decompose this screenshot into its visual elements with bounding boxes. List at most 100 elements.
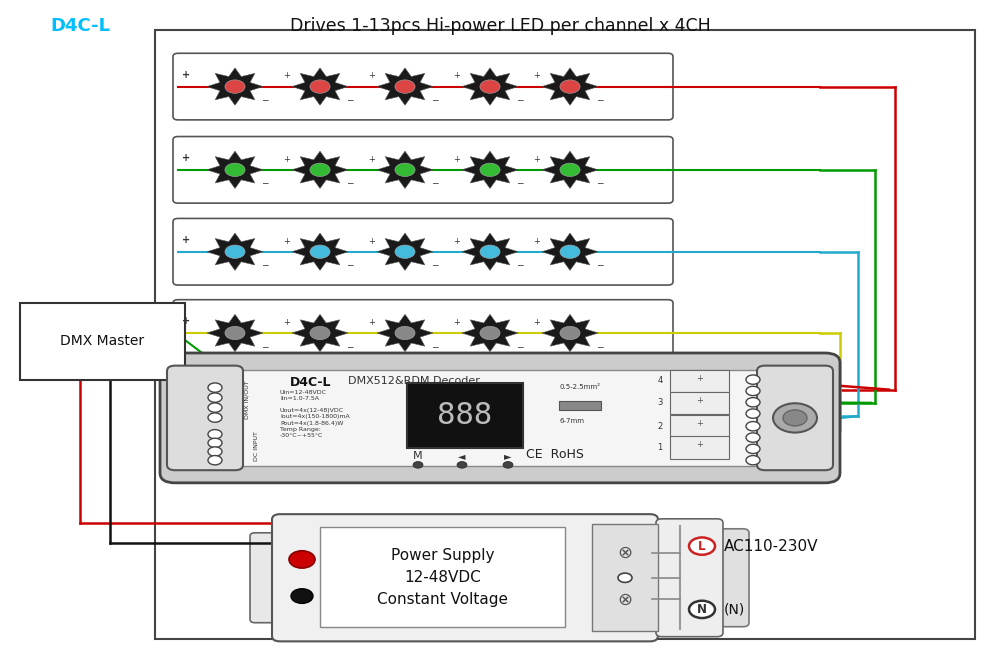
FancyBboxPatch shape [757,366,833,470]
Text: Uin=12-48VDC
Iin=1.0-7.5A

Uout=4x(12-48)VDC
Iout=4x(150-1800)mA
Pout=4x(1.8-86.: Uin=12-48VDC Iin=1.0-7.5A Uout=4x(12-48)… [280,390,350,438]
Circle shape [560,245,580,258]
Text: 0.5-2.5mm²: 0.5-2.5mm² [560,384,601,390]
Text: −: − [516,95,524,105]
Polygon shape [292,233,348,270]
Polygon shape [462,233,518,270]
Circle shape [746,409,760,418]
Text: +: + [534,236,540,246]
Polygon shape [207,314,263,352]
Polygon shape [542,233,598,270]
Circle shape [225,245,245,258]
Circle shape [208,383,222,392]
Polygon shape [292,68,348,105]
FancyBboxPatch shape [173,137,673,203]
Text: −: − [261,178,269,188]
Text: +: + [454,155,460,164]
Circle shape [746,444,760,454]
Text: 888: 888 [437,401,493,430]
Text: M: M [413,451,423,462]
Circle shape [746,375,760,384]
Text: −: − [596,260,604,270]
Circle shape [560,326,580,340]
Text: −: − [516,260,524,270]
Text: −: − [596,342,604,351]
FancyBboxPatch shape [709,529,749,627]
Text: DMX Master: DMX Master [60,334,145,348]
Circle shape [310,163,330,176]
Circle shape [225,163,245,176]
Text: Power Supply
12-48VDC
Constant Voltage: Power Supply 12-48VDC Constant Voltage [377,547,508,607]
Circle shape [310,245,330,258]
FancyBboxPatch shape [272,514,658,641]
Polygon shape [542,151,598,188]
Circle shape [560,80,580,93]
Text: −: − [346,342,354,351]
Circle shape [208,430,222,439]
Text: +: + [182,153,190,163]
Text: −: − [346,178,354,188]
Polygon shape [207,233,263,270]
Text: +: + [534,71,540,81]
Circle shape [208,447,222,456]
FancyBboxPatch shape [670,415,729,438]
Circle shape [208,393,222,402]
Text: DMX512&RDM Decoder: DMX512&RDM Decoder [348,376,480,386]
Circle shape [480,245,500,258]
Circle shape [225,326,245,340]
Polygon shape [462,151,518,188]
Text: N: N [697,603,707,616]
Text: ⊗: ⊗ [617,543,633,562]
Text: −: − [596,178,604,188]
FancyBboxPatch shape [656,519,723,637]
Circle shape [291,589,313,603]
Circle shape [689,601,715,618]
Text: −: − [431,178,439,188]
Text: −: − [431,342,439,351]
Polygon shape [462,68,518,105]
Text: CE  RoHS: CE RoHS [526,448,584,461]
FancyBboxPatch shape [167,366,243,470]
Polygon shape [542,68,598,105]
Text: +: + [369,155,375,164]
FancyBboxPatch shape [407,383,523,448]
Circle shape [783,410,807,426]
Text: −: − [516,178,524,188]
Text: +: + [697,440,703,450]
Text: −: − [346,95,354,105]
Circle shape [208,413,222,422]
Polygon shape [542,314,598,352]
Polygon shape [207,151,263,188]
Text: −: − [261,342,269,351]
Circle shape [746,456,760,465]
FancyBboxPatch shape [670,436,729,459]
Text: +: + [182,316,190,326]
Circle shape [503,462,513,468]
Circle shape [395,326,415,340]
FancyBboxPatch shape [20,303,185,380]
Text: 4: 4 [657,376,663,386]
Text: +: + [284,318,290,327]
Text: +: + [454,71,460,81]
Polygon shape [207,68,263,105]
Circle shape [746,422,760,431]
Text: +: + [534,318,540,327]
Text: +: + [697,396,703,405]
Text: +: + [697,419,703,428]
Text: −: − [516,342,524,351]
Text: +: + [534,155,540,164]
FancyBboxPatch shape [592,524,658,631]
Text: ⊗: ⊗ [617,590,633,609]
Circle shape [310,326,330,340]
Text: DMX IN/OUT: DMX IN/OUT [244,380,250,419]
Circle shape [746,433,760,442]
Circle shape [395,163,415,176]
Text: +: + [454,236,460,246]
Circle shape [395,80,415,93]
FancyBboxPatch shape [160,353,840,483]
Text: +: + [284,71,290,81]
FancyBboxPatch shape [173,218,673,285]
Text: +: + [182,234,190,245]
Circle shape [746,386,760,396]
Circle shape [395,245,415,258]
FancyBboxPatch shape [670,370,729,392]
